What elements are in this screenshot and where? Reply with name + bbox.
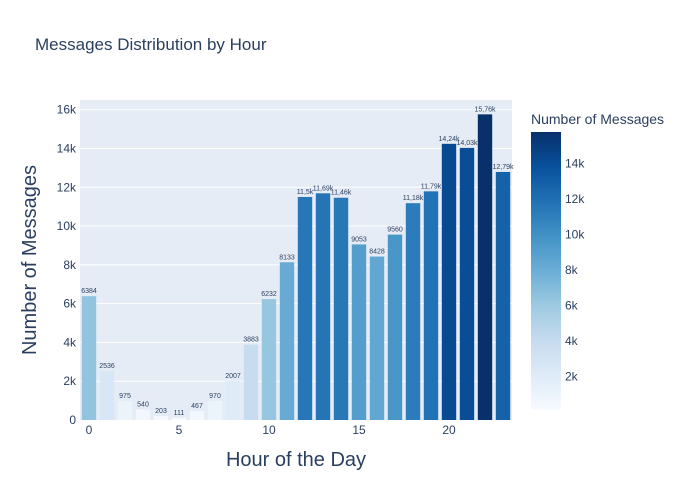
bar-data-label: 11,79k bbox=[421, 183, 442, 190]
bar bbox=[207, 401, 223, 420]
bar bbox=[225, 381, 241, 420]
bar bbox=[423, 191, 439, 420]
bar-data-label: 467 bbox=[191, 403, 203, 410]
bar-data-label: 14,03k bbox=[456, 140, 478, 147]
bar bbox=[117, 401, 133, 420]
bar bbox=[477, 114, 493, 421]
bar-data-label: 14,24k bbox=[438, 136, 460, 143]
bar-data-label: 6232 bbox=[261, 291, 277, 298]
bar bbox=[333, 197, 349, 420]
bar bbox=[171, 417, 187, 420]
bar bbox=[297, 196, 313, 420]
y-tick-label: 10k bbox=[57, 219, 77, 233]
bar bbox=[99, 370, 115, 420]
bar bbox=[243, 344, 259, 420]
bar-data-label: 11,5k bbox=[297, 189, 314, 196]
bar bbox=[315, 193, 331, 420]
x-tick-label: 20 bbox=[442, 423, 456, 437]
x-axis-title: Hour of the Day bbox=[226, 449, 366, 471]
data-labels: 6384 2536 975 540 203 111 467 970 2007 3883 6232 81… bbox=[81, 106, 514, 416]
x-tick-label: 10 bbox=[262, 423, 276, 437]
colorbar-tick-label: 14k bbox=[565, 156, 585, 170]
bar bbox=[369, 256, 385, 420]
bar-data-label: 9560 bbox=[387, 227, 403, 234]
bar-data-label: 11,18k bbox=[403, 195, 424, 202]
bar bbox=[441, 143, 457, 420]
y-tick-label: 16k bbox=[57, 103, 77, 117]
bar-data-label: 3883 bbox=[243, 337, 259, 344]
bar-data-label: 970 bbox=[209, 393, 221, 400]
x-tick-label: 15 bbox=[352, 423, 366, 437]
bar-data-label: 2007 bbox=[225, 373, 241, 380]
chart-title: Messages Distribution by Hour bbox=[35, 35, 267, 54]
bar bbox=[459, 147, 475, 421]
bar-data-label: 9053 bbox=[351, 236, 367, 243]
y-tick-label: 8k bbox=[63, 258, 77, 272]
colorbar-title: Number of Messages bbox=[531, 111, 664, 127]
bar bbox=[351, 244, 367, 420]
colorbar-tick-label: 10k bbox=[565, 227, 585, 241]
bar-data-label: 2536 bbox=[99, 363, 115, 370]
bar bbox=[135, 409, 151, 420]
colorbar-tick-label: 12k bbox=[565, 192, 585, 206]
y-tick-label: 2k bbox=[63, 374, 77, 388]
plot-area bbox=[80, 100, 512, 420]
y-tick-label: 0 bbox=[69, 413, 76, 427]
bar bbox=[189, 410, 205, 420]
colorbar-tick-label: 8k bbox=[565, 263, 579, 277]
bar-data-label: 11,69k bbox=[313, 185, 334, 192]
bar-data-label: 8133 bbox=[279, 254, 295, 261]
grid-lines bbox=[80, 109, 512, 382]
bars bbox=[81, 114, 511, 421]
y-tick-label: 14k bbox=[57, 141, 77, 155]
colorbar bbox=[531, 132, 561, 410]
colorbar-tick-label: 2k bbox=[565, 369, 579, 383]
bar bbox=[279, 262, 295, 420]
colorbar-tick-label: 4k bbox=[565, 334, 579, 348]
bar bbox=[387, 234, 403, 420]
y-tick-label: 12k bbox=[57, 180, 77, 194]
bar-data-label: 6384 bbox=[81, 288, 97, 295]
x-tick-label: 0 bbox=[86, 423, 93, 437]
bar bbox=[81, 296, 97, 420]
y-tick-label: 4k bbox=[63, 335, 77, 349]
bar bbox=[153, 416, 169, 420]
colorbar-ticks: 2k 4k 6k 8k 10k 12k 14k bbox=[565, 156, 585, 383]
bar-data-label: 15,76k bbox=[474, 106, 496, 113]
y-tick-label: 6k bbox=[63, 297, 77, 311]
bar bbox=[261, 299, 277, 420]
bar-data-label: 203 bbox=[155, 408, 167, 415]
bar-data-label: 11,46k bbox=[331, 190, 352, 197]
bar-data-label: 111 bbox=[174, 410, 185, 417]
bar-data-label: 540 bbox=[137, 402, 149, 409]
bar bbox=[495, 171, 511, 420]
y-axis-title: Number of Messages bbox=[19, 165, 41, 355]
x-axis-ticks: 0 5 10 15 20 bbox=[86, 423, 456, 437]
bar-data-label: 975 bbox=[119, 393, 131, 400]
bar-data-label: 8428 bbox=[369, 249, 385, 256]
colorbar-tick-label: 6k bbox=[565, 298, 579, 312]
x-tick-label: 5 bbox=[176, 423, 183, 437]
bar bbox=[405, 203, 421, 420]
bar-data-label: 12,79k bbox=[492, 164, 514, 171]
y-axis-ticks: 0 2k 4k 6k 8k 10k 12k 14k 16k bbox=[57, 103, 77, 427]
